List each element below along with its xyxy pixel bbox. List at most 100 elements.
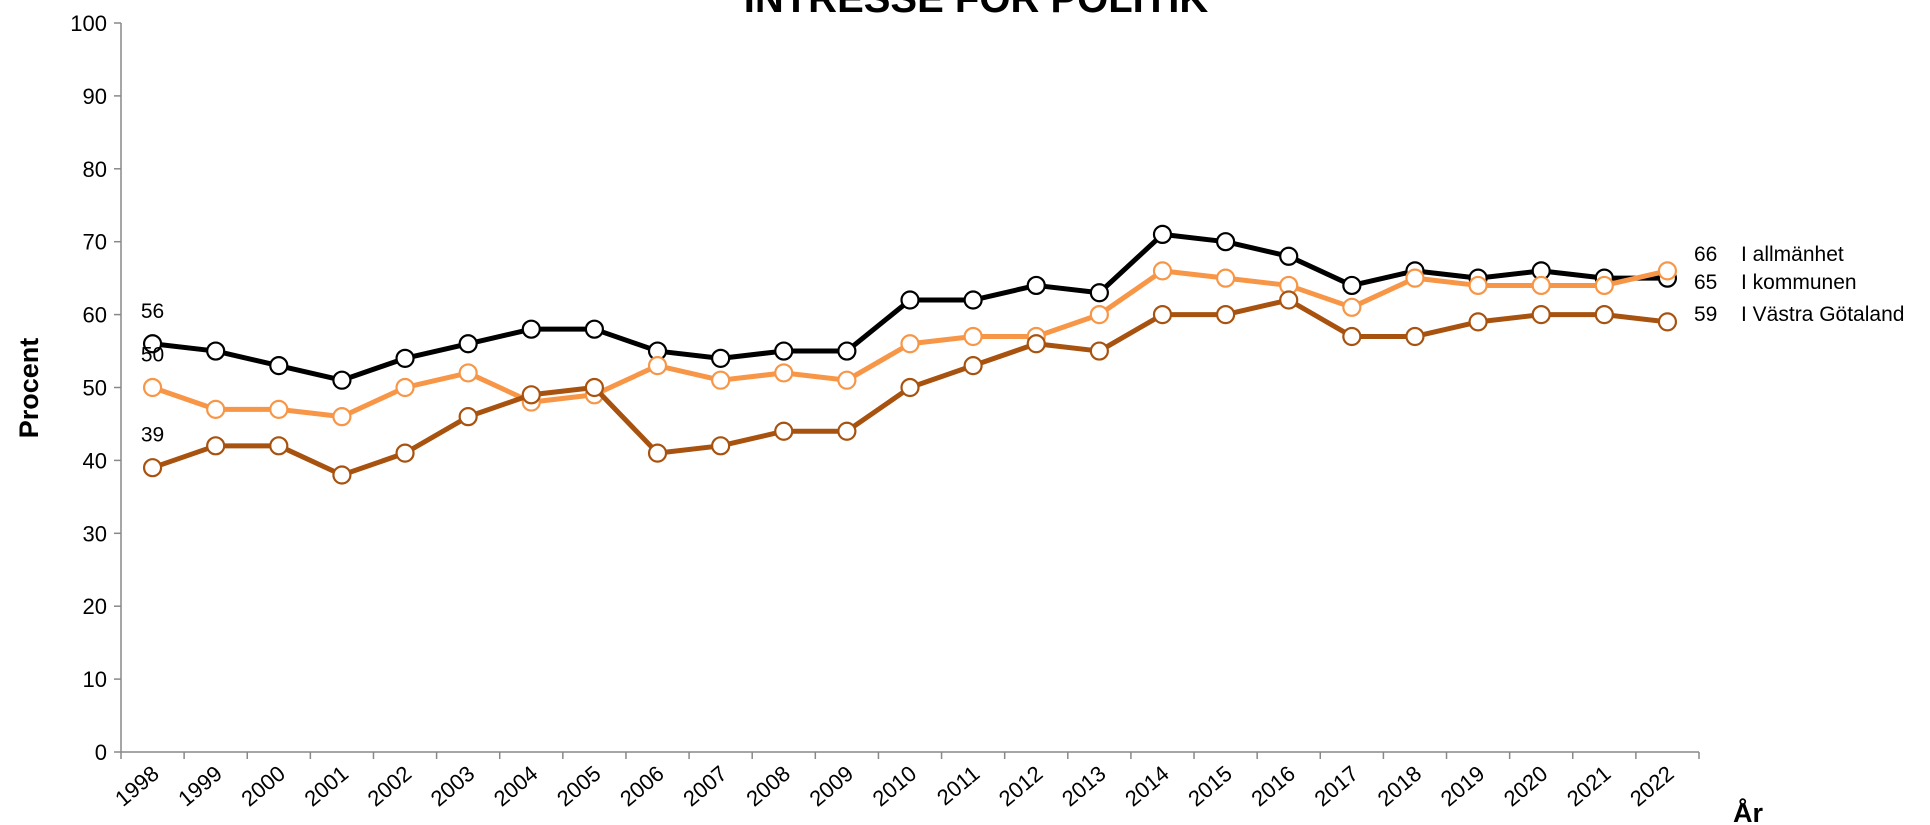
x-tick-label: 2008 (741, 761, 795, 812)
point (1342, 326, 1362, 347)
point (458, 407, 478, 427)
y-tick-label: 60 (83, 303, 107, 328)
point (900, 334, 920, 354)
point (332, 370, 352, 390)
start-value-label: 50 (141, 344, 164, 367)
point (1215, 305, 1236, 325)
y-tick-label: 20 (83, 594, 107, 619)
x-tick-label: 2017 (1309, 761, 1363, 812)
y-tick-label: 80 (83, 157, 107, 182)
point (963, 290, 983, 310)
y-tick-label: 30 (83, 521, 107, 546)
x-tick-label: 2020 (1499, 761, 1553, 812)
x-tick-label: 2009 (805, 761, 859, 812)
x-tick-label: 2018 (1373, 761, 1427, 812)
point (837, 370, 857, 390)
x-tick-label: 2011 (932, 761, 984, 811)
x-tick-label: 2013 (1057, 761, 1111, 812)
point (1089, 305, 1109, 325)
point (1026, 275, 1046, 296)
point (269, 399, 289, 419)
point (1342, 297, 1362, 317)
chart-title: INTRESSE FÖR POLITIK (744, 0, 1209, 21)
point (1531, 275, 1551, 296)
legend-label: I Västra Götaland (1741, 303, 1904, 326)
x-tick-label: 2016 (1246, 761, 1300, 812)
point (1215, 268, 1236, 288)
point (1468, 312, 1488, 332)
point (1279, 290, 1299, 310)
point (142, 458, 163, 478)
point (206, 341, 226, 361)
point (647, 356, 668, 376)
point (963, 326, 983, 347)
y-tick-label: 10 (83, 667, 107, 692)
legend-label: I allmänhet (1741, 243, 1844, 266)
point (1152, 261, 1173, 281)
point (1594, 275, 1614, 296)
x-tick-label: 2002 (363, 761, 417, 812)
point (206, 436, 226, 456)
y-tick-label: 0 (95, 740, 107, 765)
point (1531, 305, 1551, 325)
point (269, 356, 289, 376)
point (1215, 232, 1236, 252)
x-tick-label: 2019 (1436, 761, 1490, 812)
point (1468, 275, 1488, 296)
x-tick-label: 2006 (615, 761, 669, 812)
x-tick-label: 1998 (110, 761, 164, 812)
x-tick-label: 2004 (489, 761, 543, 812)
end-label: 66 (1694, 243, 1717, 266)
y-tick-label: 100 (70, 11, 107, 36)
point (332, 407, 352, 427)
x-tick-label: 2022 (1625, 761, 1679, 812)
point (837, 341, 857, 361)
y-tick-label: 70 (83, 230, 107, 255)
point (711, 370, 731, 390)
x-tick-label: 2000 (236, 761, 290, 812)
point (837, 421, 857, 441)
point (1026, 334, 1046, 354)
point (395, 348, 415, 368)
x-tick-label: 2005 (552, 761, 606, 812)
point (1405, 326, 1425, 347)
point (1342, 275, 1362, 296)
x-tick-label: 2001 (300, 761, 354, 812)
point (332, 465, 352, 485)
point (1089, 283, 1109, 303)
point (521, 385, 541, 405)
legend-label: I kommunen (1741, 271, 1857, 294)
x-axis-label: År (1733, 797, 1763, 825)
start-value-label: 39 (141, 424, 164, 447)
y-tick-label: 40 (83, 448, 107, 473)
x-tick-label: 2021 (1562, 761, 1616, 812)
point (900, 377, 920, 398)
point (395, 377, 415, 398)
point (1657, 261, 1678, 281)
end-label: 65 (1694, 271, 1717, 294)
point (963, 356, 983, 376)
x-tick-label: 2015 (1183, 761, 1237, 812)
point (142, 377, 163, 398)
x-tick-label: 2007 (678, 761, 732, 812)
x-tick-label: 2014 (1120, 761, 1174, 812)
start-value-label: 56 (141, 300, 164, 323)
point (1279, 246, 1299, 266)
point (1089, 341, 1109, 361)
point (395, 443, 415, 463)
point (774, 341, 794, 361)
point (584, 377, 605, 398)
point (647, 443, 668, 463)
point (142, 334, 163, 354)
point (1405, 268, 1425, 288)
point (774, 363, 794, 383)
x-tick-label: 2010 (868, 761, 922, 812)
end-label: 59 (1694, 303, 1717, 326)
point (711, 436, 731, 456)
point (584, 319, 605, 339)
point (1657, 312, 1678, 332)
x-tick-label: 2012 (994, 761, 1048, 812)
point (206, 399, 226, 419)
point (458, 334, 478, 354)
